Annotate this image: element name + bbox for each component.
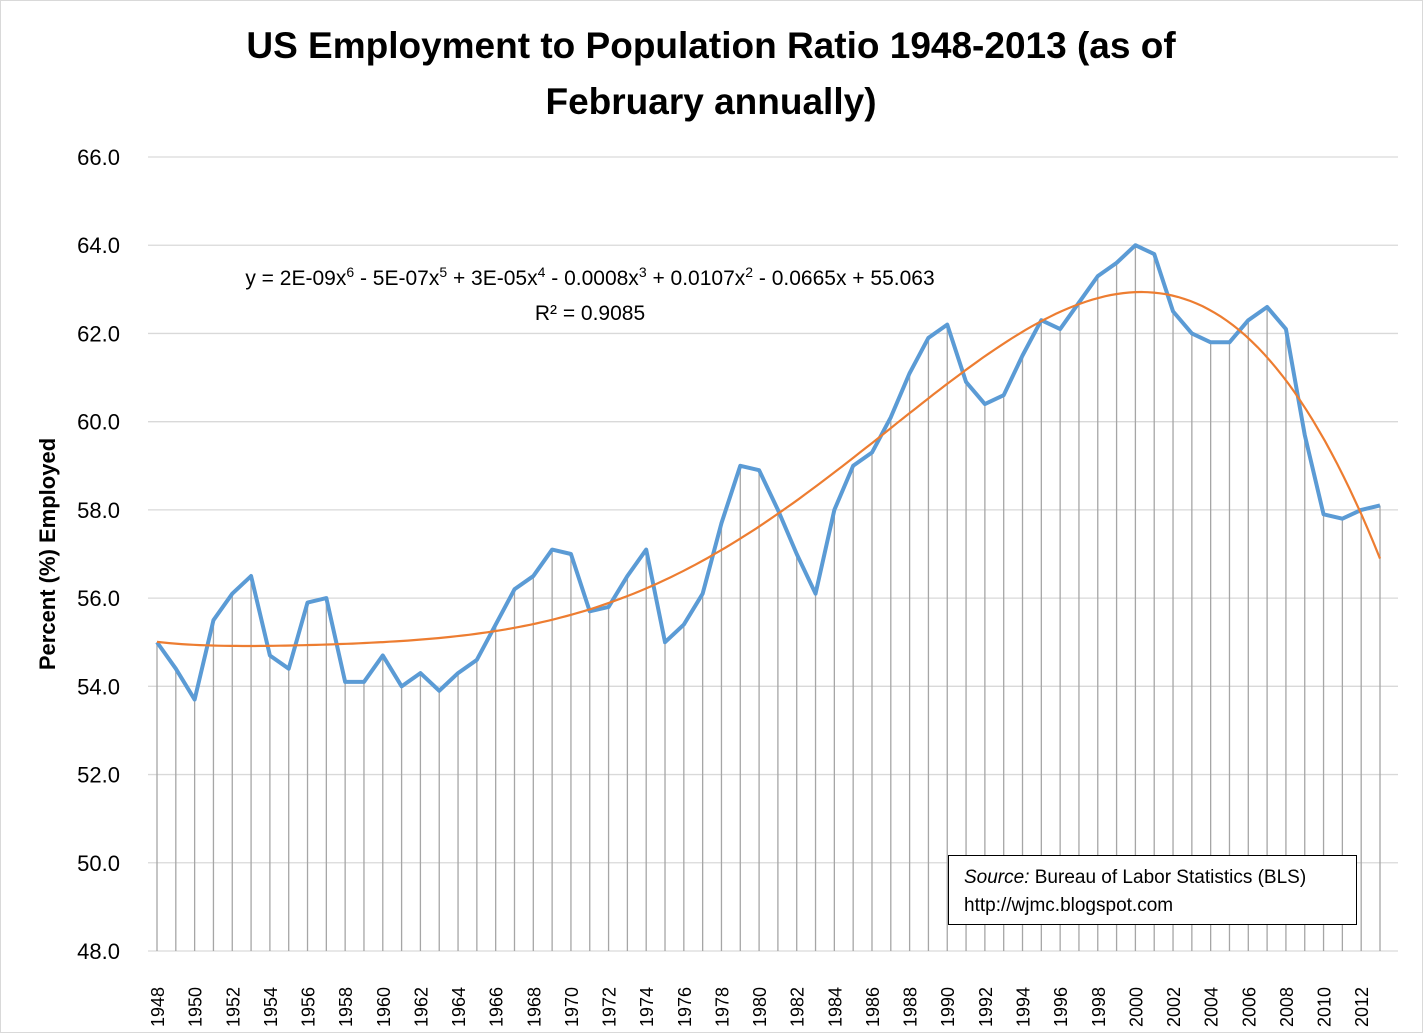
x-tick-label: 1954 [261, 987, 281, 1027]
x-tick-label: 1962 [411, 987, 431, 1027]
y-tick-label: 54.0 [77, 674, 120, 699]
equation-exponent: 4 [538, 264, 546, 280]
equation-exponent: 5 [439, 264, 447, 280]
x-tick-label: 1974 [637, 987, 657, 1027]
x-tick-label: 2008 [1277, 987, 1297, 1027]
source-label: Source: [964, 867, 1030, 888]
data-series-line [155, 243, 1381, 702]
equation-exponent: 6 [346, 264, 354, 280]
trendline-equation: y = 2E-09x6 - 5E-07x5 + 3E-05x4 - 0.0008… [245, 264, 934, 290]
equation-term: y = 2E-09x [245, 267, 346, 290]
x-tick-label: 1950 [186, 987, 206, 1027]
x-tick-label: 1982 [788, 987, 808, 1027]
x-tick-label: 2010 [1315, 987, 1335, 1027]
trendline [156, 290, 1382, 648]
y-tick-label: 64.0 [77, 233, 120, 258]
x-tick-label: 1968 [524, 987, 544, 1027]
equation-term: - 0.0008x [545, 267, 639, 290]
x-tick-label: 1994 [1014, 987, 1034, 1027]
y-tick-label: 56.0 [77, 586, 120, 611]
y-tick-label: 66.0 [77, 145, 120, 170]
equation-term: + 0.0107x [647, 267, 746, 290]
x-tick-label: 1998 [1089, 987, 1109, 1027]
y-tick-label: 60.0 [77, 410, 120, 435]
x-tick-label: 1996 [1051, 987, 1071, 1027]
x-tick-label: 2006 [1239, 987, 1259, 1027]
x-tick-label: 1978 [712, 987, 732, 1027]
source-url: http://wjmc.blogspot.com [964, 895, 1174, 916]
x-tick-label: 2012 [1352, 987, 1372, 1027]
source-annotation: Source: Bureau of Labor Statistics (BLS)… [948, 855, 1357, 925]
x-tick-label: 1970 [562, 987, 582, 1027]
x-tick-label: 1986 [863, 987, 883, 1027]
x-tick-label: 1976 [675, 987, 695, 1027]
x-tick-label: 2000 [1126, 987, 1146, 1027]
equation-exponent: 2 [745, 264, 753, 280]
x-tick-label: 1956 [299, 987, 319, 1027]
x-tick-label: 1990 [938, 987, 958, 1027]
x-tick-label: 1948 [148, 987, 168, 1027]
y-tick-label: 50.0 [77, 851, 120, 876]
source-text: Bureau of Labor Statistics (BLS) [1029, 867, 1307, 888]
x-tick-label: 1980 [750, 987, 770, 1027]
x-tick-label: 1988 [901, 987, 921, 1027]
chart-title-line1: US Employment to Population Ratio 1948-2… [246, 25, 1176, 66]
x-tick-label: 1966 [487, 987, 507, 1027]
y-tick-label: 62.0 [77, 321, 120, 346]
x-tick-label: 1958 [336, 987, 356, 1027]
y-axis-label: Percent (%) Employed [35, 438, 60, 670]
x-tick-label: 1972 [600, 987, 620, 1027]
y-tick-label: 52.0 [77, 763, 120, 788]
x-tick-label: 2004 [1202, 987, 1222, 1027]
y-tick-label: 48.0 [77, 939, 120, 964]
r-squared: R² = 0.9085 [535, 302, 645, 325]
equation-term: - 5E-07x [354, 267, 440, 290]
x-tick-label: 1952 [223, 987, 243, 1027]
x-tick-label: 1964 [449, 987, 469, 1027]
x-tick-label: 1960 [374, 987, 394, 1027]
x-tick-label: 1992 [976, 987, 996, 1027]
equation-term: - 0.0665x + 55.063 [753, 267, 935, 290]
chart-title-line2: February annually) [545, 81, 876, 122]
equation-term: + 3E-05x [447, 267, 538, 290]
equation-exponent: 3 [639, 264, 647, 280]
x-tick-label: 2002 [1164, 987, 1184, 1027]
y-tick-label: 58.0 [77, 498, 120, 523]
x-tick-label: 1984 [825, 987, 845, 1027]
